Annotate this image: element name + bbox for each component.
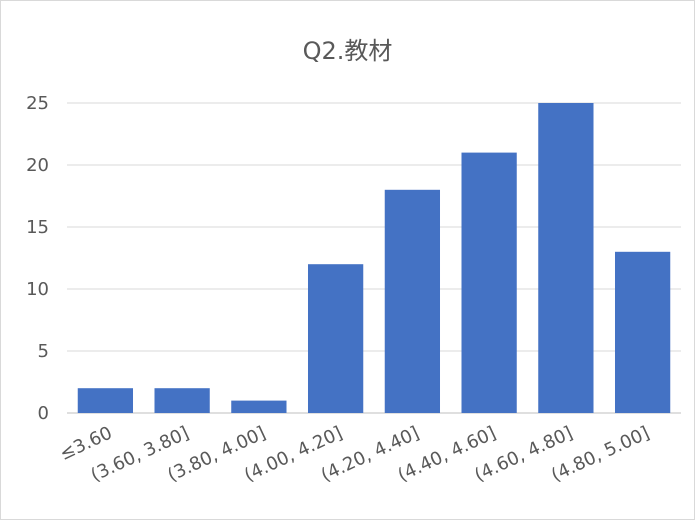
bar (77, 388, 134, 413)
bar (384, 189, 441, 413)
y-tick-label: 10 (26, 279, 49, 300)
bar (231, 400, 287, 413)
y-tick-label: 0 (38, 403, 49, 424)
bar (461, 152, 517, 413)
y-tick-label: 15 (26, 217, 49, 238)
bar (614, 251, 671, 413)
bar (307, 264, 364, 413)
y-tick-label: 5 (38, 341, 49, 362)
bar (154, 388, 210, 413)
chart-title: Q2.教材 (302, 37, 393, 65)
bar (538, 103, 594, 413)
y-tick-label: 20 (26, 155, 49, 176)
y-tick-label: 25 (26, 93, 49, 114)
